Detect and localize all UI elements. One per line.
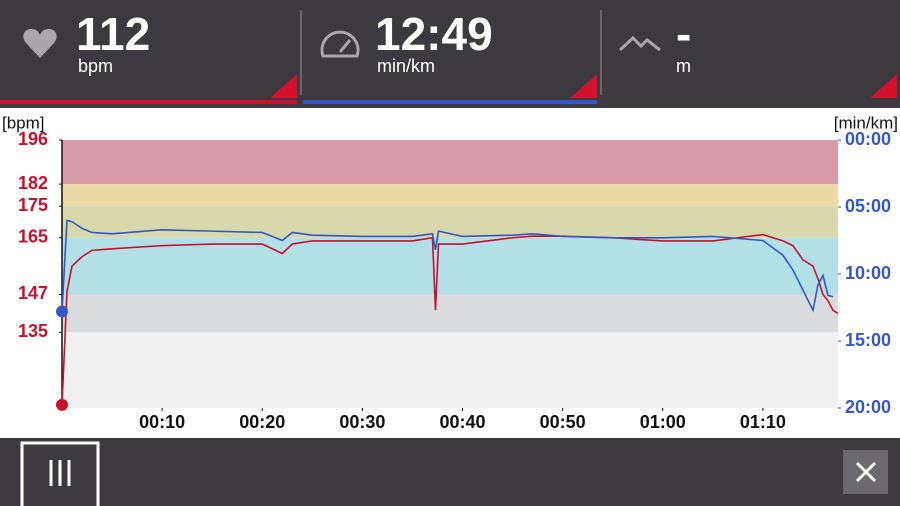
start-marker	[56, 305, 68, 318]
hr-zone	[62, 294, 838, 333]
x-tick-label: 00:50	[540, 412, 586, 432]
bottom-bar	[0, 438, 900, 506]
y-tick-label: 175	[18, 195, 48, 215]
corner-flag	[570, 74, 597, 98]
y-axis-label: [bpm]	[2, 113, 45, 132]
altitude-icon	[618, 35, 661, 52]
stat-value: 112	[76, 8, 150, 60]
panel-underline	[303, 100, 597, 104]
y2-axis-label: [min/km]	[834, 113, 898, 132]
hr-zone	[62, 237, 838, 295]
x-tick-label: 00:40	[439, 412, 485, 432]
menu-button[interactable]	[20, 441, 100, 506]
y2-tick-label: 10:00	[845, 263, 891, 283]
y2-tick-label: 15:00	[845, 330, 891, 350]
x-tick-label: 01:00	[640, 412, 686, 432]
stat-unit: bpm	[78, 56, 113, 76]
y-tick-label: 135	[18, 321, 48, 341]
header-bar	[0, 0, 900, 108]
stat-unit: m	[676, 56, 691, 76]
close-button[interactable]	[843, 450, 888, 494]
hr-zone	[62, 332, 838, 408]
y-tick-label: 196	[18, 129, 48, 149]
y2-tick-label: 05:00	[845, 196, 891, 216]
y-tick-label: 165	[18, 226, 48, 246]
close-icon	[855, 461, 877, 483]
y-tick-label: 182	[18, 173, 48, 193]
series-line	[61, 233, 839, 405]
start-marker	[56, 398, 68, 411]
hr-zone	[62, 206, 838, 238]
hr-zone	[62, 184, 838, 207]
x-tick-label: 01:10	[740, 412, 786, 432]
y-tick-label: 147	[18, 283, 48, 303]
series-line	[61, 219, 834, 313]
corner-flag	[270, 74, 297, 98]
x-tick-label: 00:30	[339, 412, 385, 432]
hr-zone	[62, 140, 838, 185]
heart-icon	[23, 28, 57, 58]
x-tick-label: 00:20	[239, 412, 285, 432]
panel-underline	[0, 100, 297, 104]
y2-tick-label: 20:00	[845, 397, 891, 417]
stat-value: 12:49	[375, 8, 493, 60]
speed-icon	[320, 30, 360, 58]
x-tick-label: 00:10	[139, 412, 185, 432]
stat-value: -	[676, 8, 691, 60]
corner-flag	[870, 74, 897, 98]
y2-tick-label: 00:00	[845, 129, 891, 149]
stat-unit: min/km	[377, 56, 435, 76]
